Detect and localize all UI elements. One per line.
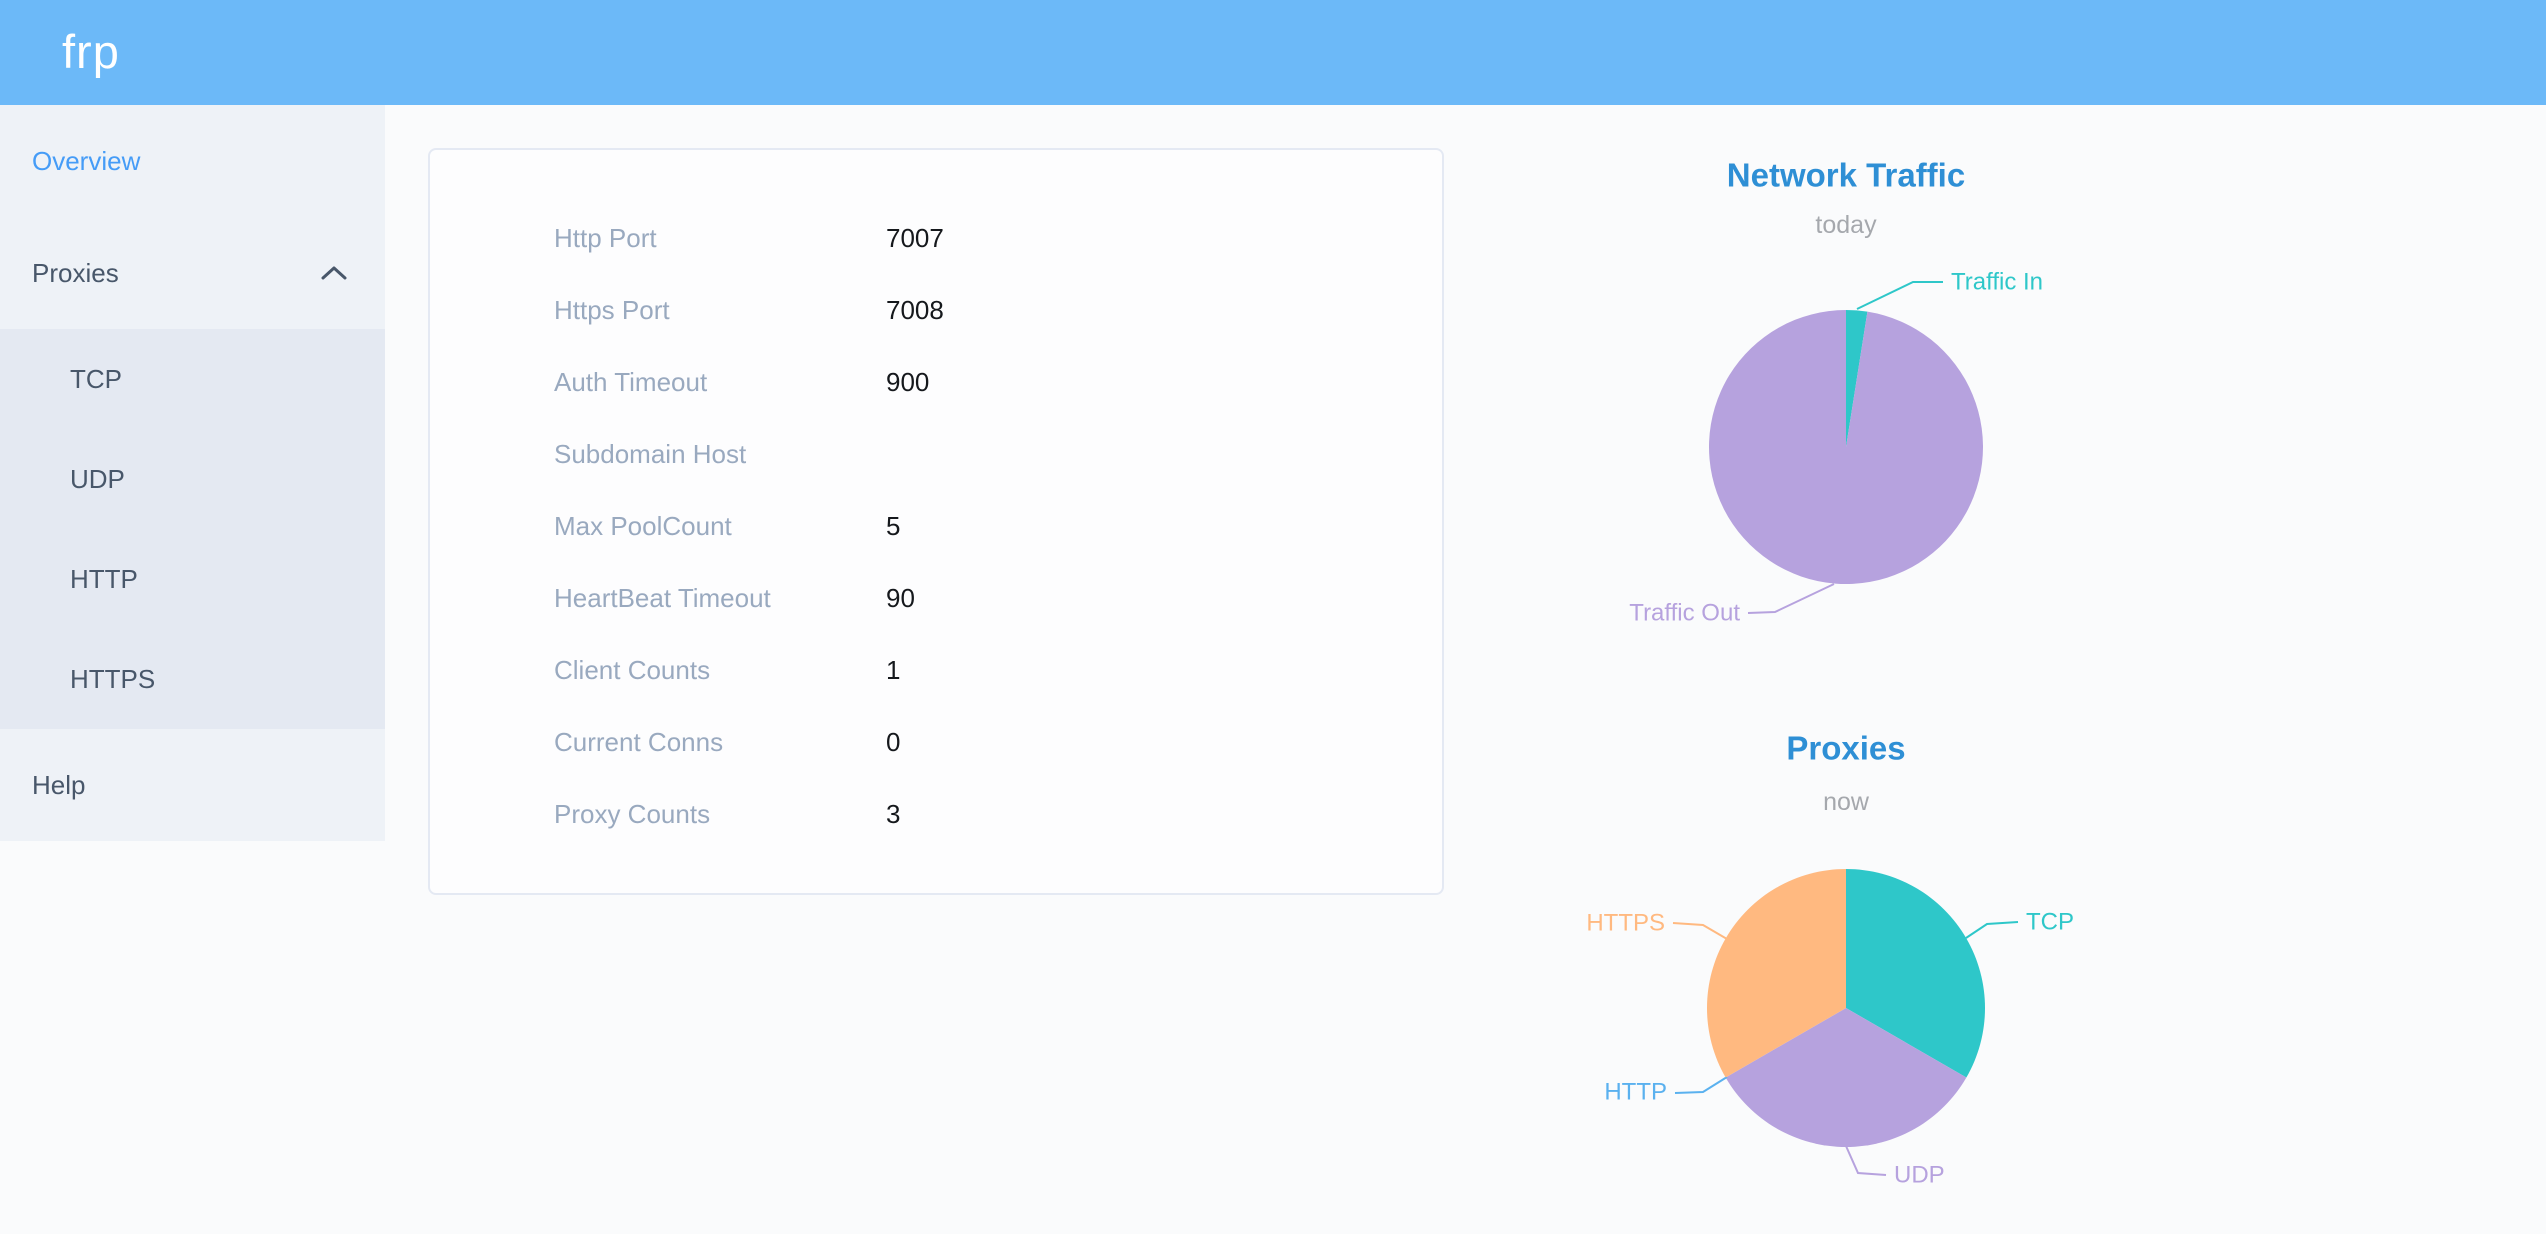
config-label: Proxy Counts xyxy=(554,798,711,829)
sidebar-item-udp[interactable]: UDP xyxy=(70,464,125,494)
config-value: 90 xyxy=(886,582,915,613)
pie-label-line-traffic-in xyxy=(1856,281,1943,310)
config-row-https-port: Https Port 7008 xyxy=(430,274,1442,346)
config-row-http-port: Http Port 7007 xyxy=(430,202,1442,274)
pie-slice-https[interactable] xyxy=(1707,869,1846,1078)
config-label: Auth Timeout xyxy=(554,366,708,397)
config-label: Subdomain Host xyxy=(554,438,747,469)
sidebar-item-help[interactable]: Help xyxy=(0,729,385,841)
sidebar-item-http[interactable]: HTTP xyxy=(70,564,138,594)
pie-charts-canvas: Network Traffic today Traffic In Traffic Ou… xyxy=(1586,157,2074,1189)
sidebar-submenu: TCP UDP HTTP HTTPS xyxy=(0,329,385,729)
config-row-proxy-counts: Proxy Counts 3 xyxy=(430,778,1442,850)
config-value: 5 xyxy=(886,510,901,541)
config-value: 0 xyxy=(886,726,901,757)
config-row-subdomain-host: Subdomain Host xyxy=(430,418,1442,490)
sidebar-item-label: Overview xyxy=(32,146,141,176)
chart-title: Proxies xyxy=(1786,730,1905,767)
config-value: 3 xyxy=(886,798,901,829)
config-label: Client Counts xyxy=(554,654,711,685)
pie-label-line-tcp xyxy=(1965,921,2019,939)
pie-label-line-http xyxy=(1674,1076,1728,1094)
config-row-auth-timeout: Auth Timeout 900 xyxy=(430,346,1442,418)
config-row-heartbeat-timeout: HeartBeat Timeout 90 xyxy=(430,562,1442,634)
pie-slice-tcp[interactable] xyxy=(1846,869,1985,1078)
config-label: Https Port xyxy=(554,294,670,325)
chevron-up-icon xyxy=(321,266,347,280)
config-value: 900 xyxy=(886,366,930,397)
config-label: HeartBeat Timeout xyxy=(554,582,771,613)
server-info-card: Http Port 7007 Https Port 7008 Auth Timeout 9… xyxy=(428,148,1444,895)
chart-subtitle: now xyxy=(1823,788,1870,816)
charts-panel: Network Traffic today Traffic In Traffic Ou… xyxy=(1496,105,2196,1234)
config-value: 1 xyxy=(886,654,901,685)
sidebar-item-overview[interactable]: Overview xyxy=(0,105,385,217)
pie-label-https: HTTPS xyxy=(1586,910,1665,937)
config-value: 7007 xyxy=(886,222,944,253)
chart-title: Network Traffic xyxy=(1727,157,1965,194)
app-header: frp xyxy=(0,0,2546,105)
chart-subtitle: today xyxy=(1815,211,1877,239)
pie-label-line-traffic-out xyxy=(1747,583,1835,614)
pie-slice-traffic-in[interactable] xyxy=(1846,310,1868,447)
pie-label-line-https xyxy=(1672,922,1728,940)
sidebar: Overview Proxies TCP UDP HTTP HTTPS Help xyxy=(0,105,385,841)
config-row-client-counts: Client Counts 1 xyxy=(430,634,1442,706)
config-value: 7008 xyxy=(886,294,944,325)
pie-slice-traffic-out[interactable] xyxy=(1709,310,1984,584)
pie-slice-udp[interactable] xyxy=(1725,1008,1967,1147)
pie-label-traffic-in: Traffic In xyxy=(1951,269,2043,296)
pie-label-line-udp xyxy=(1845,1145,1887,1176)
pie-label-traffic-out: Traffic Out xyxy=(1629,600,1740,627)
app-logo: frp xyxy=(62,25,120,78)
config-row-current-conns: Current Conns 0 xyxy=(430,706,1442,778)
pie-label-http: HTTP xyxy=(1604,1079,1667,1106)
sidebar-item-label: Proxies xyxy=(32,258,119,288)
config-label: Current Conns xyxy=(554,726,724,757)
config-row-max-poolcount: Max PoolCount 5 xyxy=(430,490,1442,562)
sidebar-item-tcp[interactable]: TCP xyxy=(70,364,122,394)
sidebar-item-label: Help xyxy=(32,770,86,800)
sidebar-item-proxies[interactable]: Proxies xyxy=(0,217,385,329)
pie-label-udp: UDP xyxy=(1894,1162,1945,1189)
config-label: Http Port xyxy=(554,222,657,253)
pie-label-tcp: TCP xyxy=(2026,909,2074,936)
sidebar-item-https[interactable]: HTTPS xyxy=(70,664,156,694)
config-label: Max PoolCount xyxy=(554,510,732,541)
